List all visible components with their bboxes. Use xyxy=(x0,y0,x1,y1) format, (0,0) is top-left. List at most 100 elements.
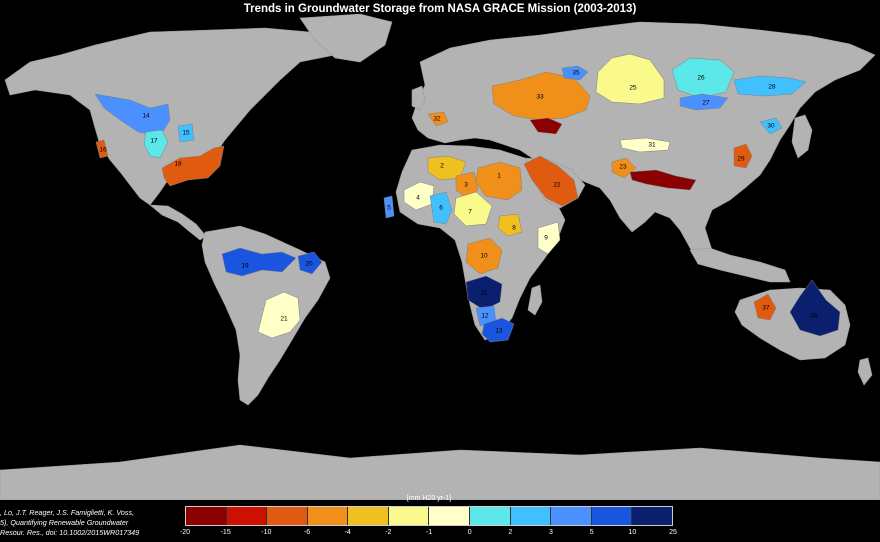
aquifer-label-37: 37 xyxy=(762,305,770,312)
aquifer-19 xyxy=(221,247,297,277)
colorbar-tick-label: -6 xyxy=(303,529,311,536)
aquifer-label-25: 25 xyxy=(629,85,637,92)
colorbar-swatch-6 xyxy=(388,507,430,525)
colorbar-tick-label: 2 xyxy=(508,529,513,536)
aquifer-22 xyxy=(523,155,579,207)
aquifer-26 xyxy=(671,57,735,99)
aquifer-10 xyxy=(465,237,503,275)
aquifer-label-2: 2 xyxy=(440,163,444,170)
land-new-zealand xyxy=(857,357,873,386)
aquifer-label-23: 23 xyxy=(619,164,627,171)
aquifer-label-8: 8 xyxy=(512,225,516,232)
aquifer-label-32: 32 xyxy=(433,116,441,123)
colorbar-swatch-12 xyxy=(632,507,672,525)
colorbar-tick-label: -20 xyxy=(179,529,191,536)
map-title: Trends in Groundwater Storage from NASA … xyxy=(243,3,637,15)
land-madagascar xyxy=(527,284,543,316)
colorbar-swatch-10 xyxy=(551,507,592,525)
aquifer-32 xyxy=(427,111,449,127)
aquifer-label-35: 35 xyxy=(572,70,580,77)
aquifer-label-11: 11 xyxy=(481,290,488,297)
colorbar-swatch-1 xyxy=(186,507,227,525)
land-antarctica xyxy=(0,444,880,500)
aquifer-label-12: 12 xyxy=(481,313,489,320)
aquifer-label-16: 16 xyxy=(99,147,107,154)
aquifer-36 xyxy=(789,279,841,337)
aquifer-20 xyxy=(297,251,323,275)
colorbar-tick-label: 25 xyxy=(669,529,677,536)
colorbar-tick-label: 5 xyxy=(589,529,594,536)
aquifer-label-9: 9 xyxy=(544,235,548,242)
aquifer-layer: 1 2 3 4 5 6 7 8 9 10 11 12 13 14 15 16 1 xyxy=(94,53,841,343)
colorbar-swatch-3 xyxy=(267,507,308,525)
aquifer-label-3: 3 xyxy=(464,182,468,189)
aquifer-9 xyxy=(537,221,561,255)
aquifer-label-19: 19 xyxy=(241,263,249,270)
aquifer-18 xyxy=(161,145,225,187)
aquifer-label-22: 22 xyxy=(553,182,561,189)
colorbar-tick-label: -4 xyxy=(344,529,351,536)
aquifer-33 xyxy=(491,71,591,121)
aquifer-17 xyxy=(143,129,169,159)
aquifer-29 xyxy=(733,143,753,169)
aquifer-1 xyxy=(475,161,523,201)
aquifer-24 xyxy=(629,169,697,191)
aquifer-label-14: 14 xyxy=(142,113,150,120)
aquifer-16 xyxy=(95,139,109,159)
aquifer-label-5: 5 xyxy=(387,205,391,212)
colorbar-tick-label: -1 xyxy=(425,529,433,536)
citation-line-1: , Lo, J.T. Reager, J.S. Famiglietti, K. … xyxy=(0,508,135,517)
aquifer-14 xyxy=(94,93,171,137)
land-japan xyxy=(791,114,813,159)
land-greenland xyxy=(299,13,393,63)
aquifer-label-13: 13 xyxy=(495,328,503,335)
aquifer-label-20: 20 xyxy=(305,261,313,268)
aquifer-7 xyxy=(453,191,493,227)
aquifer-34 xyxy=(529,117,563,135)
aquifer-label-18: 18 xyxy=(174,161,182,168)
aquifer-31 xyxy=(619,137,671,153)
aquifer-5 xyxy=(383,195,395,219)
aquifer-label-29: 29 xyxy=(737,156,745,163)
colorbar-tick-label: 0 xyxy=(467,529,472,536)
colorbar-tick-label: -10 xyxy=(261,529,272,536)
aquifer-6 xyxy=(429,191,453,225)
colorbar-tick-label: 3 xyxy=(549,529,553,536)
land-southeast-asia xyxy=(689,247,791,283)
colorbar-tick-label: -15 xyxy=(220,529,231,536)
aquifer-label-17: 17 xyxy=(150,138,158,145)
aquifer-label-7: 7 xyxy=(468,209,472,216)
colorbar-tick-label: 10 xyxy=(628,529,637,536)
aquifer-21 xyxy=(257,291,301,339)
aquifer-28 xyxy=(733,75,807,97)
aquifer-label-33: 33 xyxy=(536,94,544,101)
colorbar-swatch-2 xyxy=(226,507,268,525)
colorbar-tick-label: -2 xyxy=(385,529,392,536)
aquifer-25 xyxy=(595,53,665,105)
aquifer-label-10: 10 xyxy=(480,253,488,260)
aquifer-label-21: 21 xyxy=(280,316,288,323)
aquifer-label-1: 1 xyxy=(497,173,501,180)
colorbar-swatch-4 xyxy=(307,507,349,525)
land-central-america xyxy=(149,204,207,241)
aquifer-label-30: 30 xyxy=(767,123,775,130)
aquifer-label-28: 28 xyxy=(768,84,776,91)
aquifer-label-31: 31 xyxy=(648,142,656,149)
colorbar-swatch-7 xyxy=(429,507,471,525)
legend-unit-label: [mm H20 yr-1] xyxy=(406,495,452,502)
colorbar-swatch-11 xyxy=(591,507,633,525)
aquifer-30 xyxy=(759,117,783,135)
colorbar-ticks: -20 -15 -10 -6 -4 -2 -1 0 2 3 5 10 25 xyxy=(180,529,677,539)
aquifer-27 xyxy=(679,93,729,111)
aquifer-15 xyxy=(177,123,195,143)
colorbar xyxy=(185,506,673,526)
citation-line-3: Resour. Res., doi: 10.1002/2015WR017349 xyxy=(0,528,140,537)
colorbar-swatch-8 xyxy=(470,507,511,525)
colorbar-swatch-5 xyxy=(348,507,389,525)
aquifer-37 xyxy=(753,293,777,321)
aquifer-label-6: 6 xyxy=(439,205,443,212)
aquifer-label-36: 36 xyxy=(810,313,818,320)
aquifer-8 xyxy=(497,213,523,237)
aquifer-13 xyxy=(481,317,515,343)
aquifer-11 xyxy=(465,275,503,311)
